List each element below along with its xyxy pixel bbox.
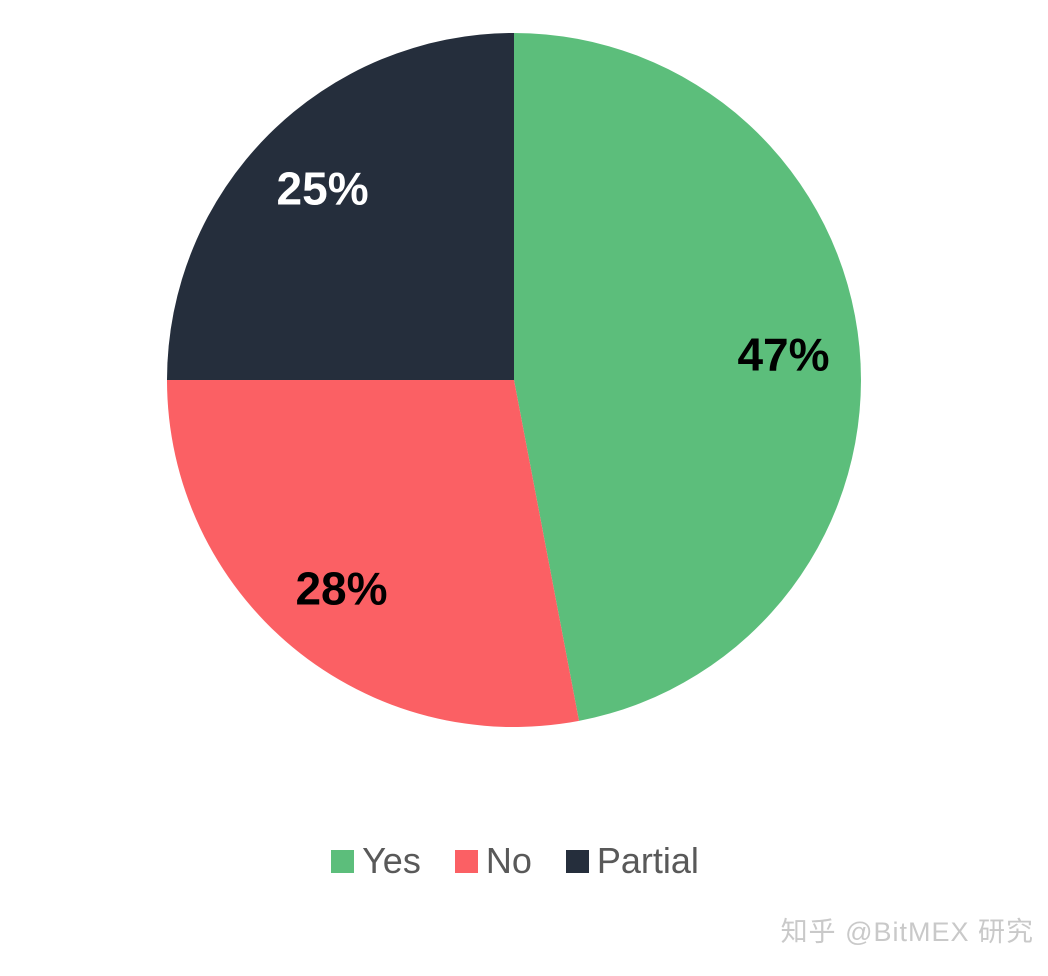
slice-label-no: 28% [295, 563, 387, 615]
legend-swatch-icon [331, 849, 355, 873]
pie-slice-yes [514, 33, 861, 721]
legend: Yes No Partial [0, 843, 1030, 879]
legend-item-partial: Partial [565, 840, 699, 881]
slice-label-partial: 25% [277, 163, 369, 215]
legend-swatch-icon [454, 849, 478, 873]
pie-slice-no [167, 380, 580, 727]
legend-label: No [485, 840, 532, 881]
pie-slice-partial [167, 33, 514, 380]
legend-label: Yes [362, 840, 421, 881]
slice-label-yes: 47% [737, 329, 829, 381]
legend-item-yes: Yes [331, 843, 421, 879]
legend-swatch-icon [565, 849, 589, 873]
legend-item-no: No [454, 840, 532, 881]
watermark: 知乎 @BitMEX 研究 [780, 917, 1034, 947]
legend-label: Partial [596, 840, 699, 881]
